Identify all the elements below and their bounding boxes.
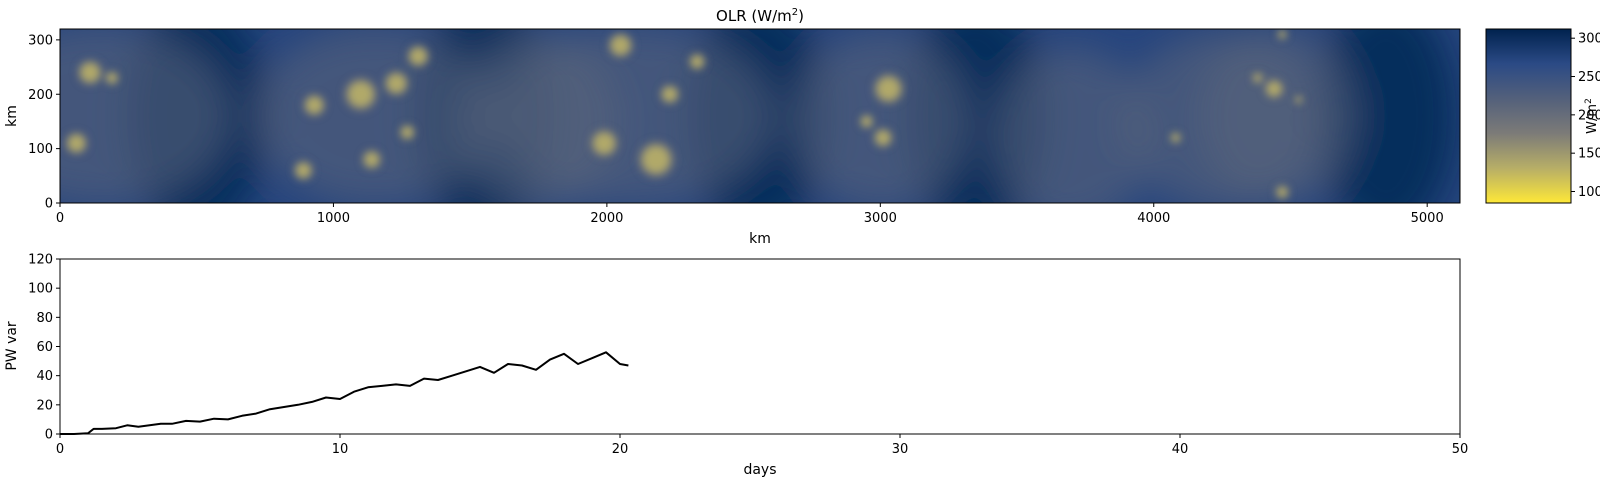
olr-cells <box>64 29 1303 200</box>
olr-x-tick-label: 4000 <box>1137 211 1170 226</box>
olr-convective-cell <box>1277 186 1288 198</box>
olr-colorbar: 100 150 200 250 300 W/m2 <box>1485 28 1600 204</box>
colorbar-tick-label: 200 <box>1578 108 1600 123</box>
olr-convective-cell <box>1295 96 1302 103</box>
pw-y-tick-label: 20 <box>36 398 53 413</box>
olr-title-end: ) <box>798 7 804 25</box>
olr-y-tick-label: 100 <box>28 142 53 157</box>
olr-y-ticks: 0 100 200 300 <box>28 33 60 212</box>
olr-y-tick-label: 0 <box>45 197 53 212</box>
pw-y-tick-label: 40 <box>36 369 53 384</box>
colorbar-label-main: W/m <box>1585 104 1600 134</box>
pw-x-tick-label: 50 <box>1452 442 1469 457</box>
olr-x-tick-label: 5000 <box>1411 211 1444 226</box>
olr-convective-cell <box>410 47 427 65</box>
olr-convective-cell <box>80 63 100 82</box>
olr-x-tick-label: 2000 <box>590 211 623 226</box>
olr-convective-cell <box>877 77 900 101</box>
pw-y-tick-label: 120 <box>28 253 53 268</box>
pw-x-tick-label: 30 <box>892 442 909 457</box>
pw-x-label: days <box>743 462 776 478</box>
colorbar-tick-label: 250 <box>1578 70 1600 85</box>
pw-y-label: PW var <box>4 321 20 371</box>
pw-var-series-line <box>60 351 629 435</box>
olr-convective-cell <box>690 55 704 68</box>
olr-convective-cell <box>1253 73 1262 83</box>
colorbar-tick-label: 300 <box>1578 32 1600 47</box>
olr-convective-cell <box>611 36 630 55</box>
pw-x-tick-label: 0 <box>56 442 64 457</box>
olr-convective-cell <box>662 87 677 102</box>
colorbar-gradient <box>1485 28 1572 204</box>
olr-y-label: km <box>4 105 20 127</box>
olr-panel: OLR (W/m2) 0 1000 2000 3000 4000 5000 0 100 200… <box>4 7 1461 247</box>
olr-convective-cell <box>593 132 615 154</box>
olr-cloudy-region <box>458 31 619 203</box>
olr-convective-cell <box>1278 30 1286 39</box>
olr-convective-cell <box>306 96 323 114</box>
olr-cloudy-region <box>1122 31 1323 203</box>
olr-convective-cell <box>348 81 374 107</box>
olr-convective-cell <box>1266 81 1282 96</box>
olr-plot-frame <box>59 28 1461 204</box>
olr-title-main: OLR (W/m <box>716 7 792 25</box>
olr-field <box>60 29 1457 203</box>
olr-clear-sky-band <box>1316 29 1457 203</box>
colorbar-label: W/m2 <box>1584 98 1600 134</box>
pw-panel: 0 10 20 30 40 50 0 20 40 60 80 100 120 days PW var <box>4 253 1468 479</box>
olr-convective-cell <box>106 72 118 84</box>
olr-convective-cell <box>401 126 414 139</box>
pw-x-tick-label: 20 <box>612 442 629 457</box>
pw-x-ticks: 0 10 20 30 40 50 <box>56 434 1468 457</box>
olr-convective-cell <box>387 74 406 93</box>
pw-y-tick-label: 60 <box>36 340 53 355</box>
olr-x-label: km <box>749 231 771 247</box>
colorbar-tick-label: 100 <box>1578 185 1600 200</box>
olr-y-tick-label: 200 <box>28 88 53 103</box>
olr-x-tick-label: 1000 <box>317 211 350 226</box>
olr-cloudy-region <box>991 47 1152 203</box>
pw-y-tick-label: 100 <box>28 282 53 297</box>
olr-x-tick-label: 3000 <box>864 211 897 226</box>
olr-heatmap <box>60 29 1460 203</box>
colorbar-label-sup: 2 <box>1584 98 1594 104</box>
olr-convective-cell <box>875 130 891 145</box>
olr-title-sup: 2 <box>792 7 798 18</box>
olr-cloudy-region <box>254 29 495 203</box>
pw-y-tick-label: 0 <box>45 428 53 443</box>
colorbar-ticks: 100 150 200 250 300 <box>1571 32 1600 200</box>
olr-convective-cell <box>296 163 311 178</box>
pw-x-tick-label: 40 <box>1172 442 1189 457</box>
olr-x-tick-label: 0 <box>56 211 64 226</box>
colorbar-tick-label: 150 <box>1578 147 1600 162</box>
olr-convective-cell <box>68 134 85 152</box>
olr-cloudy-region <box>790 31 971 203</box>
pw-y-ticks: 0 20 40 60 80 100 120 <box>28 253 60 443</box>
olr-convective-cell <box>642 146 670 173</box>
olr-convective-cell <box>364 152 379 167</box>
olr-y-tick-label: 300 <box>28 33 53 48</box>
olr-convective-cell <box>1171 133 1180 142</box>
pw-x-tick-label: 10 <box>332 442 349 457</box>
olr-x-ticks: 0 1000 2000 3000 4000 5000 <box>56 203 1444 226</box>
olr-title: OLR (W/m2) <box>716 7 804 25</box>
pw-y-tick-label: 80 <box>36 311 53 326</box>
olr-convective-cell <box>861 116 872 127</box>
pw-plot-frame <box>59 258 1461 435</box>
